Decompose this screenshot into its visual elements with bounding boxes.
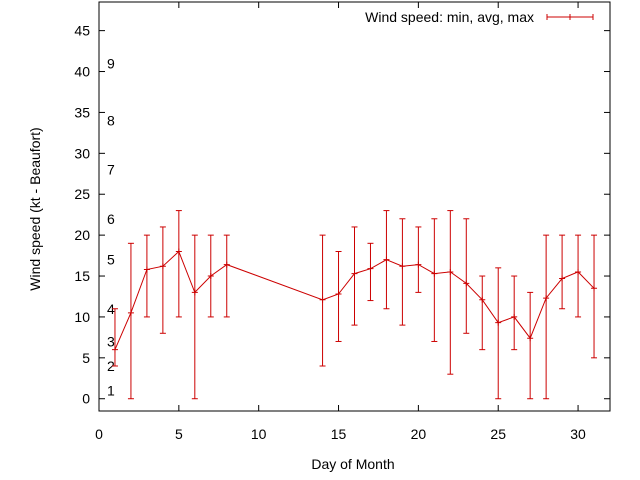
data-point	[559, 275, 566, 282]
data-point	[383, 256, 390, 263]
y-tick-label: 10	[74, 309, 90, 325]
data-point	[511, 313, 518, 320]
legend-label: Wind speed: min, avg, max	[365, 9, 534, 25]
beaufort-label: 6	[107, 211, 115, 227]
data-point	[447, 268, 454, 275]
y-axis-label: Wind speed (kt - Beaufort)	[27, 127, 43, 290]
legend: Wind speed: min, avg, max	[365, 9, 594, 25]
x-tick-label: 25	[490, 426, 506, 442]
axes	[98, 1, 611, 412]
data-point	[191, 289, 198, 296]
data-point	[143, 266, 150, 273]
data-point	[543, 295, 550, 302]
y-tick-label: 30	[74, 145, 90, 161]
data-point	[479, 296, 486, 303]
y-tick-label: 40	[74, 64, 90, 80]
beaufort-labels: 1 2 3 4 5 6 7 8 9	[107, 55, 115, 398]
data-point	[335, 291, 342, 298]
data-point	[575, 268, 582, 275]
data-point	[351, 270, 358, 277]
beaufort-label: 1	[107, 383, 115, 399]
x-tick-label: 20	[411, 426, 427, 442]
data-point	[159, 263, 166, 270]
data-point	[175, 248, 182, 255]
data-point	[415, 261, 422, 268]
x-tick-label: 0	[95, 426, 103, 442]
y-tick-label: 0	[82, 391, 90, 407]
x-tick-label: 15	[331, 426, 347, 442]
data-point	[495, 319, 502, 326]
data-point	[463, 280, 470, 287]
beaufort-label: 2	[107, 358, 115, 374]
data-point	[223, 261, 230, 268]
data-point	[431, 270, 438, 277]
x-tick-label: 5	[175, 426, 183, 442]
beaufort-label: 3	[107, 333, 115, 349]
data-point	[367, 265, 374, 272]
series-line	[114, 250, 595, 350]
plot-frame	[98, 1, 611, 412]
x-axis-label: Day of Month	[311, 456, 394, 472]
x-tick-label: 30	[570, 426, 586, 442]
y-tick-label: 5	[82, 350, 90, 366]
y-tick-label: 20	[74, 227, 90, 243]
data-point	[111, 346, 118, 353]
series	[111, 210, 598, 400]
y-tick-label: 15	[74, 268, 90, 284]
data-point	[319, 296, 326, 303]
beaufort-label: 5	[107, 252, 115, 268]
beaufort-label: 9	[107, 55, 115, 71]
y-tick-label: 25	[74, 186, 90, 202]
data-point	[207, 273, 214, 280]
data-point	[527, 335, 534, 342]
beaufort-label: 8	[107, 113, 115, 129]
y-tick-label: 45	[74, 23, 90, 39]
x-tick-label: 10	[251, 426, 267, 442]
data-point	[591, 285, 598, 292]
beaufort-label: 7	[107, 162, 115, 178]
data-point	[399, 263, 406, 270]
beaufort-label: 4	[107, 301, 115, 317]
legend-sample-point	[567, 14, 573, 20]
data-point	[127, 309, 134, 316]
y-tick-label: 35	[74, 104, 90, 120]
